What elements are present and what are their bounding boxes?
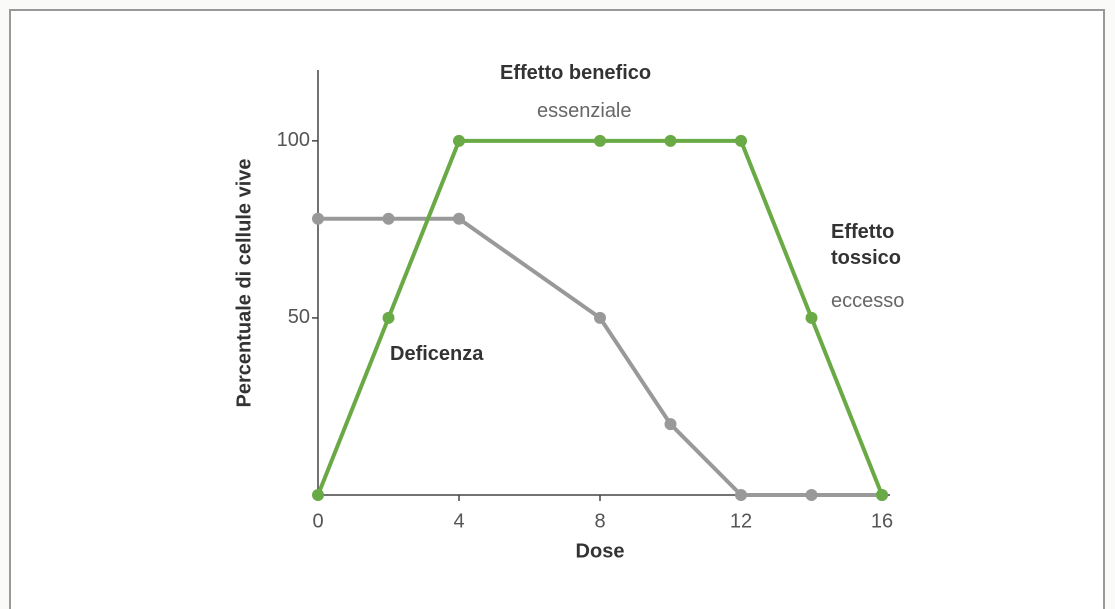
data-point [594, 311, 606, 324]
data-point [382, 212, 395, 225]
y-tick-label: 50 [288, 306, 310, 328]
data-point [312, 212, 324, 225]
series-line [318, 216, 882, 497]
y-tick-label: 100 [277, 129, 310, 151]
data-point [312, 489, 324, 501]
data-point [453, 212, 465, 225]
data-point [735, 134, 747, 147]
data-point [594, 134, 606, 147]
data-point [735, 489, 747, 501]
annotation: Effetto benefico [500, 62, 652, 84]
annotation: essenziale [537, 100, 632, 122]
data-point [382, 311, 395, 324]
series-line [316, 138, 884, 496]
data-point [805, 311, 818, 324]
data-point [664, 418, 677, 431]
x-tick-label: 4 [453, 510, 464, 532]
x-axis-label: Dose [576, 540, 625, 562]
x-tick-label: 0 [312, 510, 323, 532]
data-point [805, 489, 818, 501]
x-tick-label: 16 [871, 510, 893, 532]
annotation: eccesso [831, 290, 905, 312]
annotation: Effetto tossico [831, 221, 902, 269]
x-tick-label: 12 [730, 510, 752, 532]
data-point [453, 134, 465, 147]
data-point [664, 134, 677, 147]
y-axis-label: Percentuale di cellule vive [233, 158, 255, 407]
data-point [876, 489, 888, 501]
annotation: Deficenza [390, 343, 484, 365]
x-tick-label: 8 [594, 510, 605, 532]
frame [9, 9, 1105, 609]
